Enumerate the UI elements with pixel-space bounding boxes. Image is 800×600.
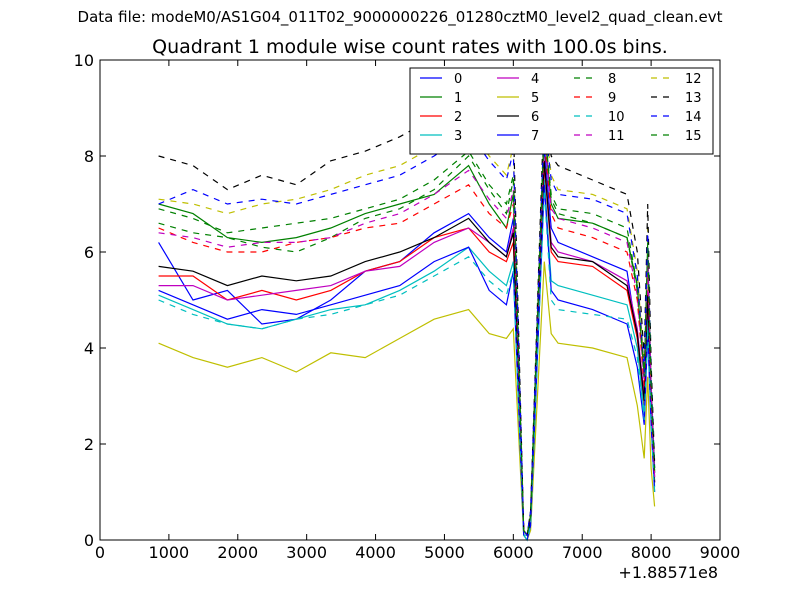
x-tick-label: 5000 [424, 543, 465, 562]
legend-label-5: 5 [531, 91, 539, 106]
series-line-13 [158, 97, 656, 537]
legend-label-15: 15 [685, 129, 702, 144]
x-tick-label: 9000 [700, 543, 741, 562]
axis-ticks: 0 1000 2000 3000 4000 5000 6000 7000 8000 9000 0 2 4… [74, 51, 741, 562]
y-tick-label: 0 [84, 531, 94, 550]
legend-label-4: 4 [531, 72, 539, 87]
x-tick-label: 4000 [355, 543, 396, 562]
legend-box [409, 67, 714, 155]
series-line-8 [158, 122, 656, 537]
x-tick-label: 3000 [286, 543, 327, 562]
x-tick-label: 0 [95, 543, 105, 562]
y-tick-label: 10 [74, 51, 94, 70]
series-line-6 [158, 160, 656, 537]
y-tick-label: 2 [84, 435, 94, 454]
legend-label-0: 0 [454, 72, 462, 87]
legend-label-1: 1 [454, 91, 462, 106]
figure-suptitle: Data file: modeM0/AS1G04_011T02_90000002… [77, 8, 723, 26]
x-tick-label: 1000 [149, 543, 190, 562]
legend-label-8: 8 [608, 72, 616, 87]
legend-label-2: 2 [454, 110, 462, 125]
plot-frame [99, 59, 721, 541]
legend-label-14: 14 [685, 110, 702, 125]
legend-label-10: 10 [608, 110, 625, 125]
y-tick-label: 8 [84, 147, 94, 166]
x-offset-label: +1.88571e8 [618, 563, 718, 582]
x-tick-label: 8000 [631, 543, 672, 562]
series-line-15 [158, 127, 656, 537]
series-line-10 [158, 189, 656, 542]
y-tick-label: 4 [84, 339, 94, 358]
series-line-7 [158, 184, 656, 542]
x-tick-label: 2000 [217, 543, 258, 562]
x-tick-label: 6000 [493, 543, 534, 562]
legend-label-7: 7 [531, 129, 539, 144]
legend-label-12: 12 [685, 72, 702, 87]
legend-label-6: 6 [531, 110, 539, 125]
legend-label-11: 11 [608, 129, 625, 144]
legend-label-9: 9 [608, 91, 616, 106]
series-line-12 [158, 112, 656, 537]
legend-label-13: 13 [685, 91, 702, 106]
series-lines [158, 97, 656, 542]
series-line-5 [158, 261, 656, 542]
chart-title: Quadrant 1 module wise count rates with … [152, 36, 668, 58]
y-tick-label: 6 [84, 243, 94, 262]
x-tick-label: 7000 [562, 543, 603, 562]
legend-label-3: 3 [454, 129, 462, 144]
